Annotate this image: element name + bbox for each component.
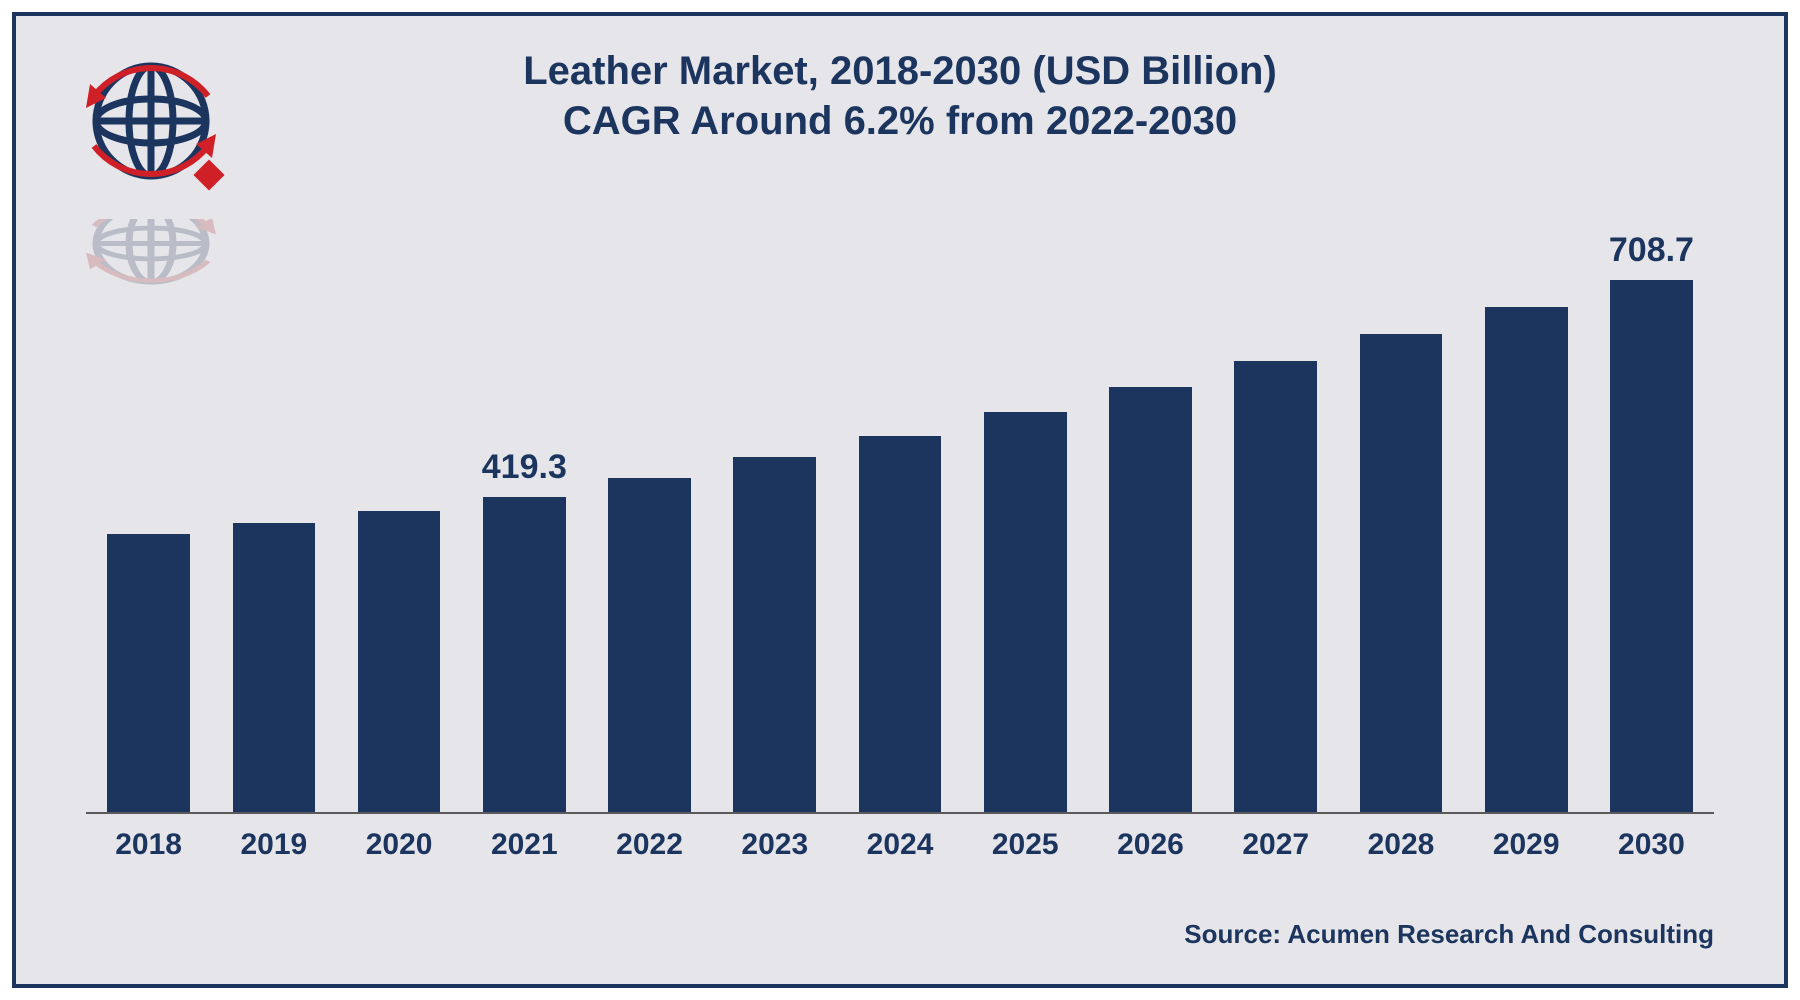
x-axis-label: 2030 [1589,828,1714,862]
bar-slot [1213,241,1338,812]
source-attribution: Source: Acumen Research And Consulting [1184,919,1714,950]
bar-slot [837,241,962,812]
chart-title: Leather Market, 2018-2030 (USD Billion) … [16,46,1784,146]
bar [358,511,441,812]
bar-slot [587,241,712,812]
x-axis-label: 2026 [1088,828,1213,862]
x-axis-label: 2022 [587,828,712,862]
bar-slot [1338,241,1463,812]
chart-title-line1: Leather Market, 2018-2030 (USD Billion) [16,46,1784,96]
x-axis-label: 2024 [837,828,962,862]
bar [233,523,316,812]
bar-slot [336,241,461,812]
x-axis-label: 2021 [462,828,587,862]
bar-slot [211,241,336,812]
bar [483,497,566,812]
bar [733,457,816,812]
bar [1485,307,1568,812]
chart-title-line2: CAGR Around 6.2% from 2022-2030 [16,96,1784,146]
x-axis-label: 2023 [712,828,837,862]
bar [859,436,942,812]
x-axis-labels: 2018201920202021202220232024202520262027… [86,828,1714,862]
bar [1610,280,1693,812]
x-axis-label: 2027 [1213,828,1338,862]
bar-slot [1088,241,1213,812]
bar-value-label: 419.3 [462,448,587,487]
x-axis-label: 2020 [336,828,461,862]
x-axis-label: 2018 [86,828,211,862]
bar [107,534,190,812]
bar-slot: 708.7 [1589,241,1714,812]
bar [1234,361,1317,812]
bar-slot [712,241,837,812]
bar-slot [963,241,1088,812]
bar-value-label: 708.7 [1589,231,1714,270]
x-axis-label: 2025 [963,828,1088,862]
x-axis-label: 2019 [211,828,336,862]
x-axis-label: 2028 [1338,828,1463,862]
bar-slot [86,241,211,812]
chart-frame: Leather Market, 2018-2030 (USD Billion) … [12,12,1788,988]
bar [984,412,1067,812]
bar [1360,334,1443,812]
bar-slot [1464,241,1589,812]
bar-chart: 419.3708.7 20182019202020212022202320242… [86,241,1714,854]
bar [1109,387,1192,812]
bar-slot: 419.3 [462,241,587,812]
bar [608,478,691,812]
x-axis-label: 2029 [1464,828,1589,862]
plot-area: 419.3 708.7 [86,241,1714,814]
